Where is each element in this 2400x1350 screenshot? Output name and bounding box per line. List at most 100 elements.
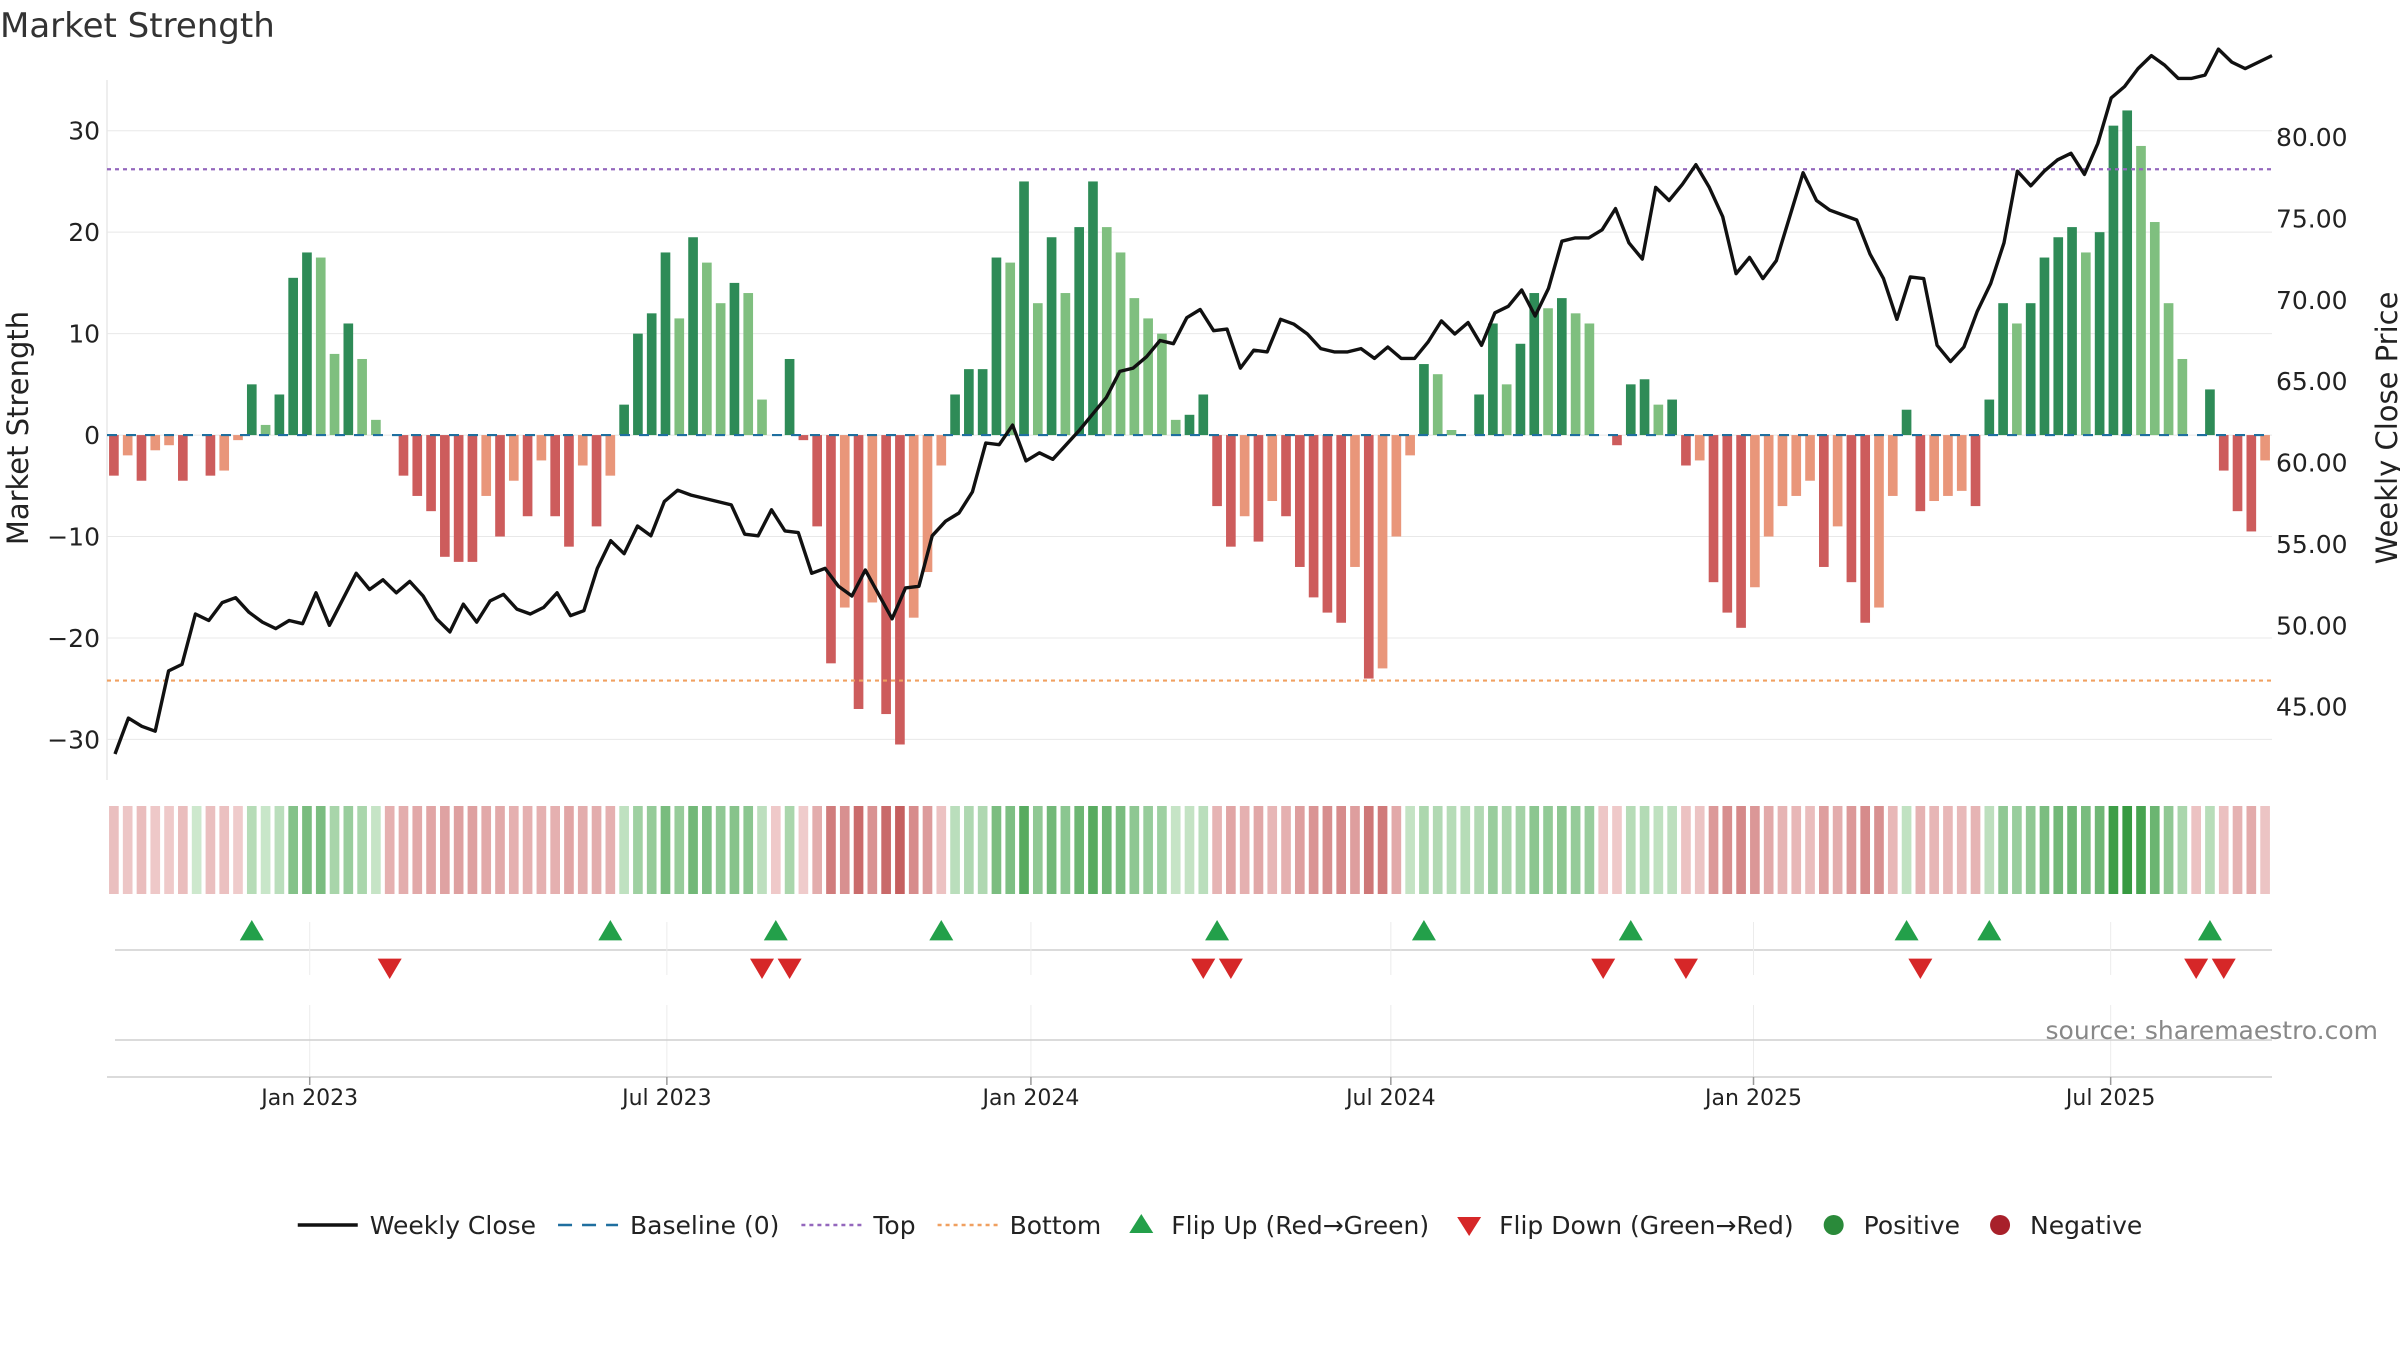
x-tick-label: Jul 2025 [2064, 1086, 2156, 1111]
ribbon-cell [1832, 806, 1843, 894]
ribbon-cell [619, 806, 629, 894]
strength-bar [1915, 435, 1926, 512]
ribbon-cell [1350, 806, 1360, 894]
ribbon-cell [150, 806, 161, 894]
y2-tick-label: 80.00 [2276, 123, 2348, 152]
y-axis-label: Market Strength [1, 311, 35, 545]
flip-down-marker [2184, 958, 2209, 979]
ribbon-cell [1805, 806, 1815, 894]
strength-bar [1501, 384, 1512, 436]
strength-bar [922, 435, 933, 573]
strength-bar [2067, 227, 2077, 436]
ribbon-cell [219, 806, 230, 894]
flip-up-marker [1411, 920, 1436, 941]
ribbon-cell [1170, 806, 1181, 894]
ribbon-cell [1239, 806, 1250, 894]
strength-bar [2136, 145, 2146, 436]
ribbon-cell [1956, 806, 1967, 894]
flip-up-marker [2197, 920, 2222, 941]
strength-bar [412, 435, 423, 496]
ribbon-cell [1129, 806, 1140, 894]
ribbon-cell [481, 806, 492, 894]
legend-item: Flip Up (Red→Green) [1129, 1211, 1429, 1240]
ribbon-cell [2039, 806, 2050, 894]
ribbon-cell [1474, 806, 1484, 894]
strength-bar [991, 257, 1002, 436]
ribbon-cell [1543, 806, 1553, 894]
ribbon-cell [688, 806, 698, 894]
strength-bar [1708, 435, 1719, 583]
y-tick-label: −30 [47, 725, 100, 754]
ribbon-cell [1184, 806, 1195, 894]
ribbon-cell [109, 806, 119, 894]
ribbon-cell [715, 806, 726, 894]
ribbon-cell [798, 806, 809, 894]
ribbon-cell [1887, 806, 1898, 894]
ribbon-cell [1157, 806, 1167, 894]
strength-bar [1019, 181, 1029, 436]
strength-bar [536, 435, 547, 461]
ribbon-cell [1294, 806, 1305, 894]
strength-bar [1529, 293, 1540, 436]
ribbon-cell [412, 806, 423, 894]
ribbon-cell [743, 806, 754, 894]
strength-bar [1791, 435, 1802, 496]
strength-bar [1446, 430, 1457, 436]
y2-tick-label: 65.00 [2276, 367, 2348, 396]
flip-up-marker [598, 920, 623, 941]
ribbon-cell [1763, 806, 1774, 894]
strength-bar [122, 435, 133, 456]
ribbon-cell [1253, 806, 1264, 894]
ribbon-cell [329, 806, 340, 894]
ribbon-cell [495, 806, 505, 894]
strength-bar [426, 435, 436, 512]
y2-tick-label: 50.00 [2276, 611, 2348, 640]
ribbon-cell [1005, 806, 1016, 894]
strength-bar [853, 435, 864, 709]
ribbon-cell [2177, 806, 2188, 894]
ribbon-cell [1308, 806, 1319, 894]
y2-tick-label: 75.00 [2276, 204, 2348, 233]
strength-bar [1253, 435, 1264, 542]
strength-bar [343, 323, 354, 436]
strength-bar [798, 435, 809, 441]
x-tick-label: Jan 2024 [980, 1086, 1079, 1111]
ribbon-cell [2081, 806, 2091, 894]
ribbon-cell [1046, 806, 1057, 894]
ribbon-cell [1212, 806, 1222, 894]
flip-down-marker [377, 958, 402, 979]
ribbon-cell [1584, 806, 1595, 894]
strength-bar [1184, 414, 1195, 436]
ribbon-cell [1653, 806, 1664, 894]
ribbon-cell [1970, 806, 1981, 894]
strength-bar [936, 435, 947, 466]
strength-bar [1363, 435, 1374, 679]
strength-bar [1846, 435, 1857, 583]
ribbon-cell [467, 806, 478, 894]
strength-bar [1377, 435, 1388, 669]
ribbon-cell [1115, 806, 1126, 894]
strength-bar [136, 435, 147, 481]
ribbon-cell [1915, 806, 1926, 894]
ribbon-cell [453, 806, 464, 894]
ribbon-cell [908, 806, 919, 894]
strength-bar [1157, 333, 1167, 436]
strength-bar [1943, 435, 1953, 496]
strength-bar [398, 435, 409, 476]
strength-bar [1474, 394, 1484, 436]
strength-bar [646, 313, 657, 436]
ribbon-cell [674, 806, 685, 894]
strength-bar [1515, 343, 1526, 436]
ribbon-cell [1515, 806, 1526, 894]
ribbon-cell [2218, 806, 2229, 894]
legend-swatch-circle [1990, 1215, 2011, 1235]
strength-bar [1653, 404, 1664, 436]
ribbon-cell [178, 806, 188, 894]
strength-bar [302, 252, 312, 436]
ribbon-cell [577, 806, 588, 894]
ribbon-cell [1405, 806, 1415, 894]
strength-bar [2081, 252, 2091, 436]
strength-bar [1722, 435, 1733, 613]
ribbon-cell [1984, 806, 1995, 894]
legend-item: Baseline (0) [558, 1211, 779, 1240]
